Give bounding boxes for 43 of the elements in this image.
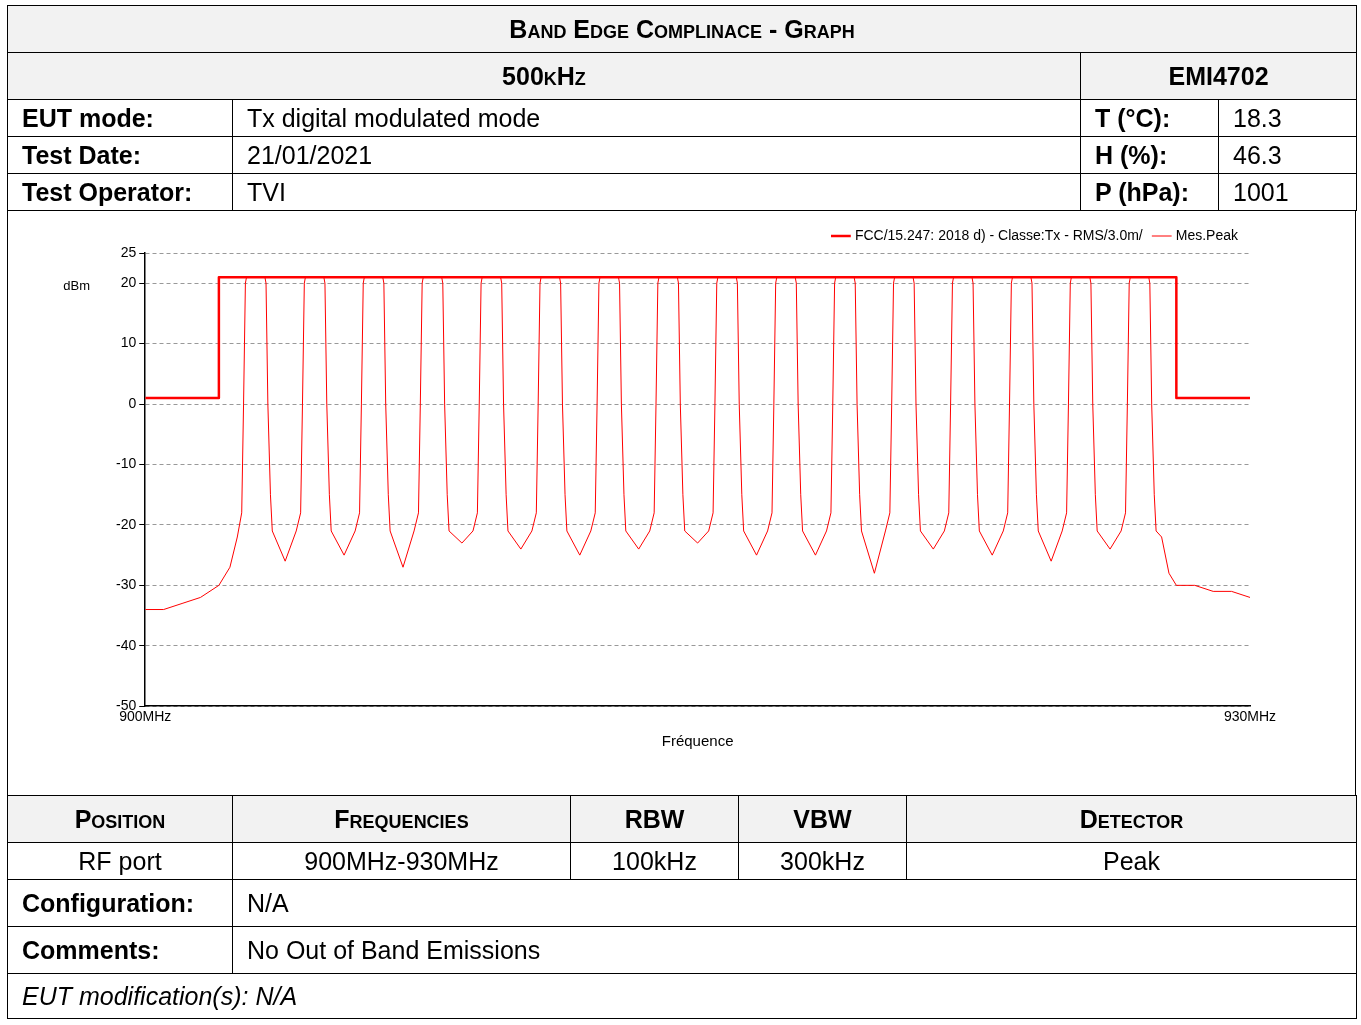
- text: 100kHz: [570, 842, 739, 880]
- chart-subtitle: 500kHz: [7, 52, 1081, 100]
- text: TVI: [232, 173, 1081, 211]
- chart-title: Band Edge Complinace - Graph: [7, 5, 1357, 53]
- text: EUT mode:: [7, 99, 233, 137]
- x-tick-label: 930MHz: [1223, 708, 1277, 725]
- text: Test Date:: [7, 136, 233, 174]
- y-tick-label: -10: [116, 455, 137, 472]
- y-tick-label: 0: [128, 394, 137, 411]
- text: Detector: [906, 795, 1357, 843]
- text: Configuration:: [7, 879, 233, 927]
- text: Position: [7, 795, 233, 843]
- x-axis-title: Fréquence: [661, 732, 734, 750]
- y-tick-label: -20: [116, 515, 137, 532]
- y-tick-label: 25: [120, 243, 137, 260]
- text: EUT modification(s): N/A: [7, 973, 1357, 1019]
- text: 18.3: [1218, 99, 1357, 137]
- text: 300kHz: [738, 842, 907, 880]
- legend-label: FCC/15.247: 2018 d) - Classe:Tx - RMS/3.0m/: [854, 226, 1143, 243]
- text: No Out of Band Emissions: [232, 926, 1357, 974]
- y-tick-label: 10: [120, 334, 137, 351]
- text: EMI4702: [1080, 52, 1357, 100]
- y-tick-label: -40: [116, 636, 137, 653]
- text: 46.3: [1218, 136, 1357, 174]
- text: RBW: [570, 795, 739, 843]
- text: Frequencies: [232, 795, 571, 843]
- text: T (°C):: [1080, 99, 1219, 137]
- text: Comments:: [7, 926, 233, 974]
- text: H (%):: [1080, 136, 1219, 174]
- y-tick-label: 20: [120, 274, 137, 291]
- text: 21/01/2021: [232, 136, 1081, 174]
- text: N/A: [232, 879, 1357, 927]
- legend-label: Mes.Peak: [1175, 226, 1239, 243]
- text: 900MHz-930MHz: [232, 842, 571, 880]
- text: P (hPa):: [1080, 173, 1219, 211]
- y-tick-label: -30: [116, 576, 137, 593]
- text: VBW: [738, 795, 907, 843]
- text: Test Operator:: [7, 173, 233, 211]
- text: RF port: [7, 842, 233, 880]
- text: Peak: [906, 842, 1357, 880]
- text: Tx digital modulated mode: [232, 99, 1081, 137]
- y-axis-title: dBm: [63, 277, 90, 293]
- text: 1001: [1218, 173, 1357, 211]
